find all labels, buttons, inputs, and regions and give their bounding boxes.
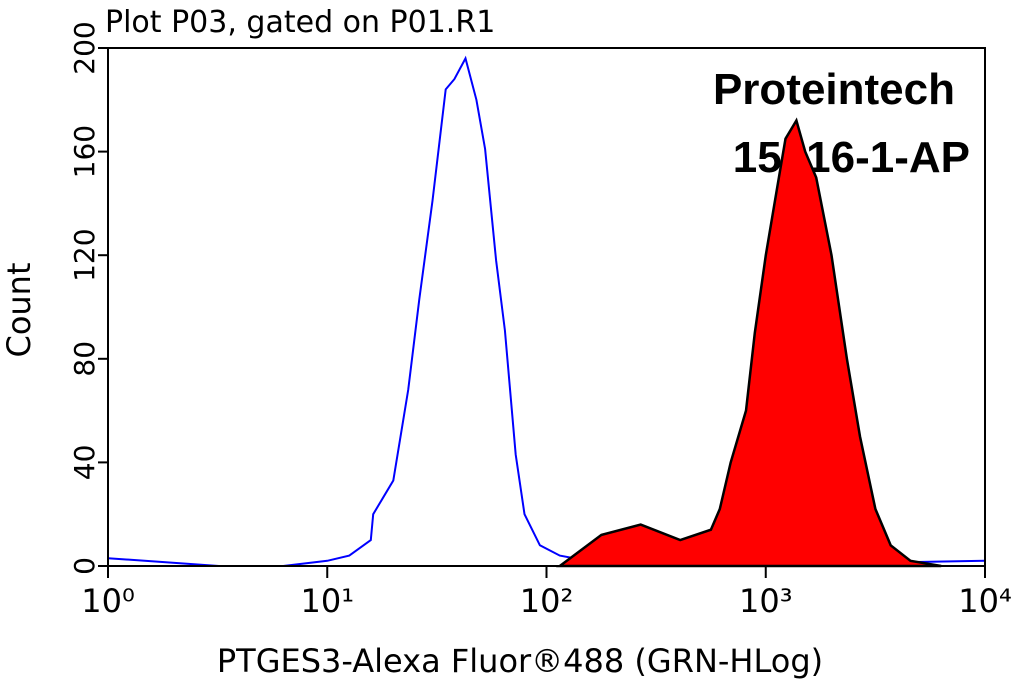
x-axis-label: PTGES3-Alexa Fluor®488 (GRN-HLog) <box>217 642 823 680</box>
histogram-area <box>556 117 942 568</box>
annotation: 15216-1-AP <box>733 133 970 182</box>
x-tick-label: 10³ <box>739 582 793 620</box>
y-tick-label: 160 <box>68 125 101 178</box>
y-tick-label: 0 <box>68 557 101 575</box>
histogram-line <box>107 55 986 568</box>
y-tick-label: 80 <box>68 341 101 377</box>
x-tick-label: 10⁴ <box>958 582 1012 620</box>
y-tick-label: 120 <box>68 228 101 281</box>
x-tick-label: 10⁰ <box>81 582 135 620</box>
y-axis-label: Count <box>0 262 38 357</box>
annotation: Proteintech <box>713 65 955 114</box>
y-tick-label: 40 <box>68 445 101 481</box>
x-tick-label: 10¹ <box>300 582 354 620</box>
chart-title: Plot P03, gated on P01.R1 <box>105 5 495 40</box>
y-tick-label: 200 <box>68 21 101 74</box>
x-tick-label: 10² <box>520 582 574 620</box>
